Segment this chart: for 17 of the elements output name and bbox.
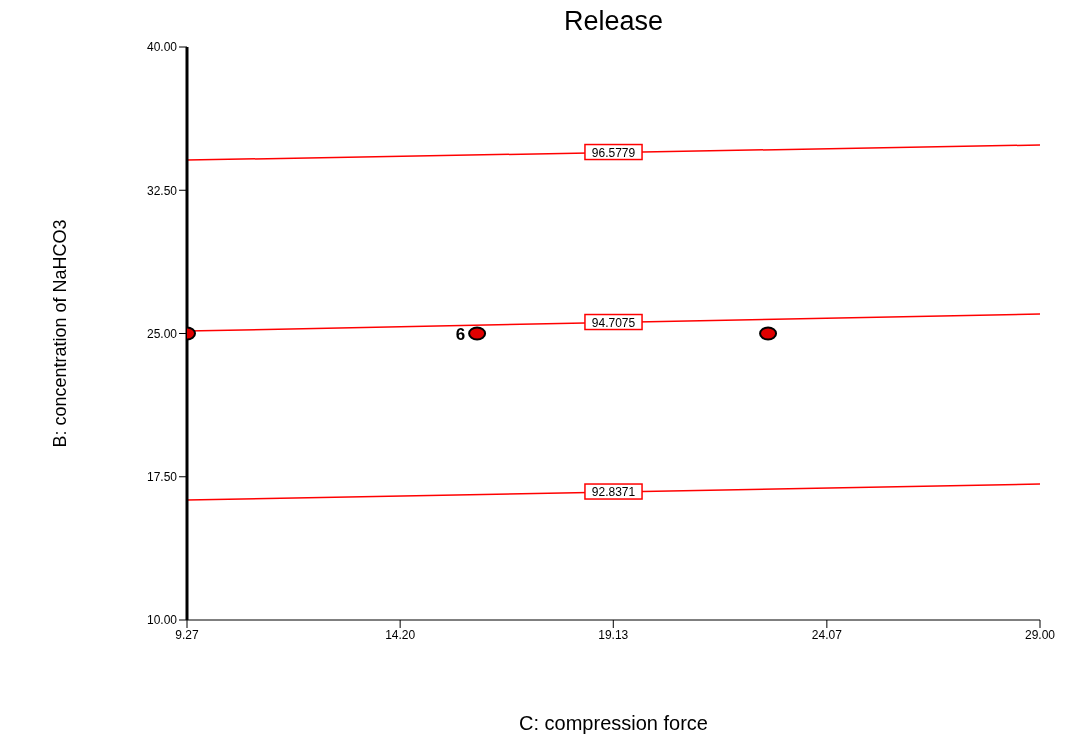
x-axis-title: C: compression force — [519, 712, 708, 734]
x-tick-label: 14.20 — [385, 627, 416, 642]
y-tick-label: 17.50 — [146, 470, 178, 485]
y-tick-label: 25.00 — [146, 326, 178, 341]
x-tick-label: 24.07 — [811, 627, 843, 642]
annotation: 6 — [455, 324, 466, 344]
y-tick-label: 32.50 — [146, 183, 178, 198]
series-label: 92.8371 — [591, 485, 636, 500]
x-tick-label: 29.00 — [1024, 627, 1056, 642]
y-tick-label: 40.00 — [146, 40, 178, 55]
y-axis-title: B: concentration of NaHCO3 — [50, 219, 71, 448]
y-tick-label: 10.00 — [146, 613, 178, 628]
x-tick-label: 9.27 — [175, 627, 199, 642]
chart-title: Release — [562, 6, 665, 37]
series-label: 96.5779 — [591, 145, 636, 160]
series-label: 94.7075 — [591, 315, 636, 330]
x-tick-label: 19.13 — [598, 627, 629, 642]
